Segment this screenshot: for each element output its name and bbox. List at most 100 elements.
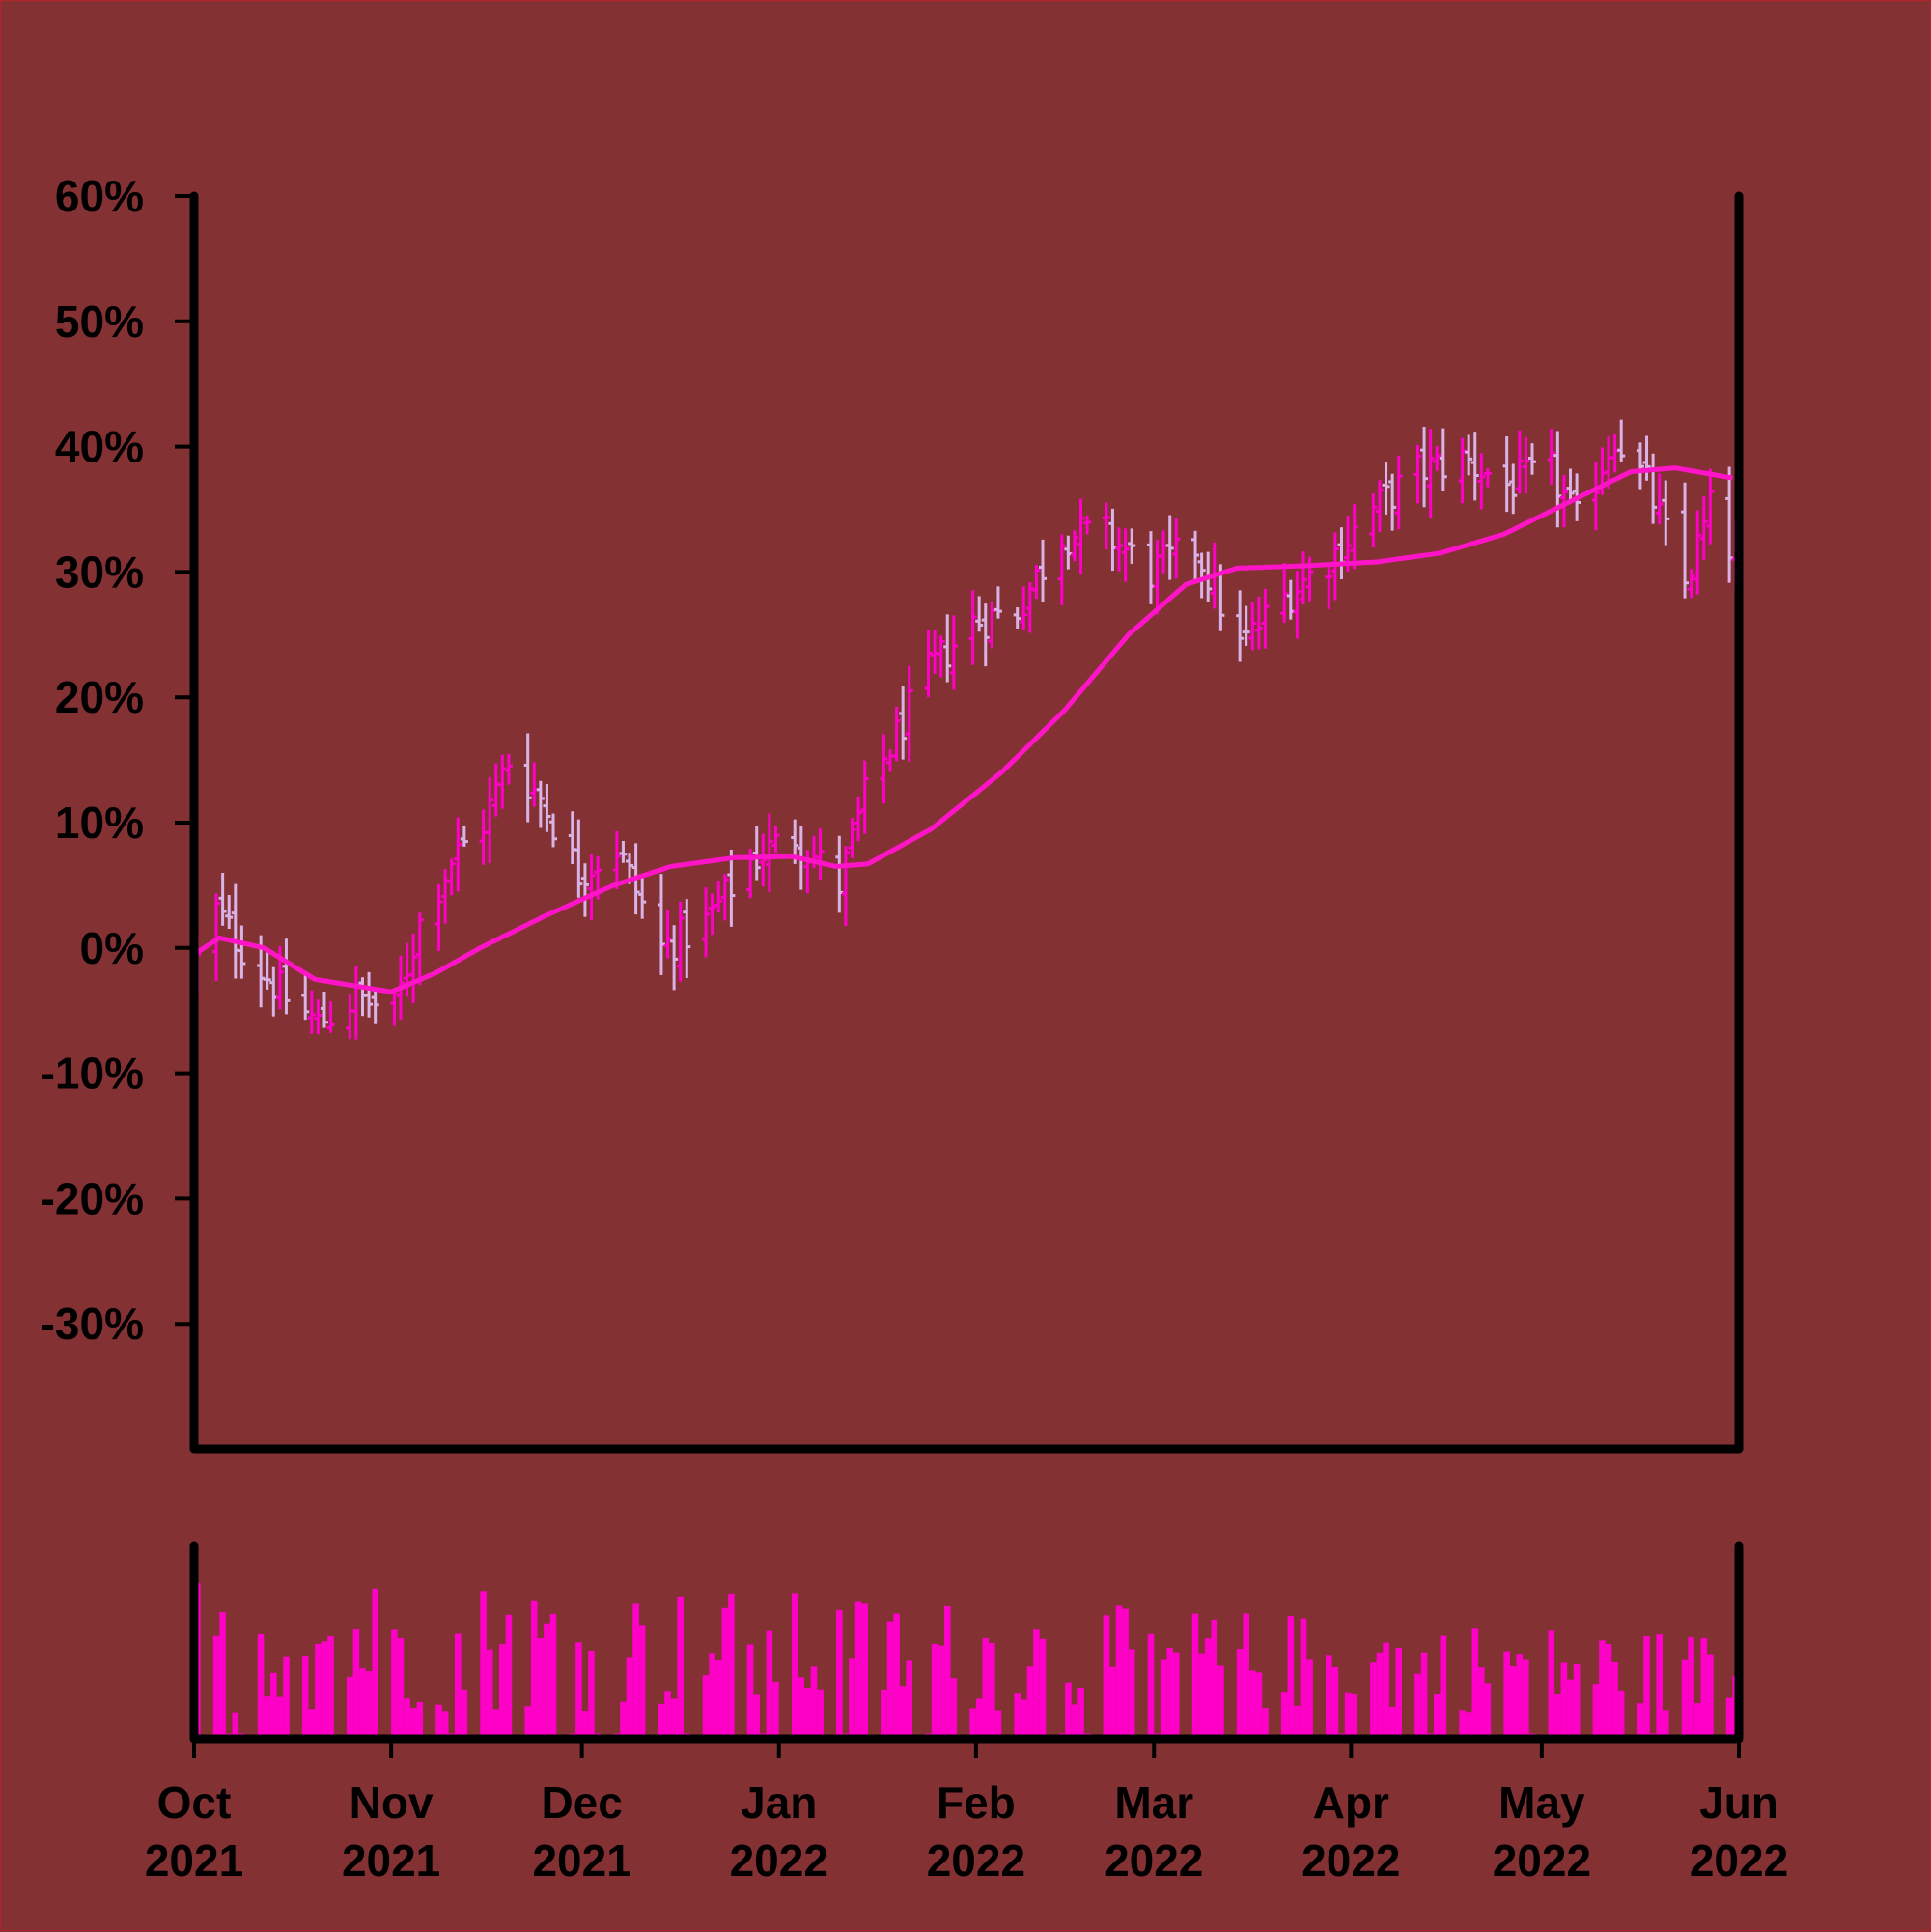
volume-bar — [1459, 1710, 1466, 1739]
ohlc-bar — [714, 881, 723, 913]
ohlc-bar — [638, 877, 647, 919]
ohlc-bar — [860, 760, 869, 834]
x-tick-year: 2022 — [927, 1835, 1025, 1886]
ohlc-bar — [1293, 571, 1301, 639]
volume-bar — [1122, 1608, 1129, 1739]
ohlc-bar — [415, 912, 424, 986]
ohlc-bar — [1350, 504, 1358, 570]
volume-bar — [283, 1656, 290, 1739]
price-axes-frame — [189, 191, 1744, 1454]
volume-bar — [301, 1656, 309, 1739]
ohlc-bar — [848, 818, 856, 858]
volume-bar — [327, 1636, 334, 1739]
x-tick-month: Feb — [937, 1778, 1016, 1828]
y-tick-label: 20% — [55, 672, 144, 722]
volume-bar — [1236, 1649, 1244, 1739]
volume-bar — [1249, 1670, 1256, 1739]
ohlc-bar — [1248, 602, 1257, 651]
volume-bar — [486, 1649, 493, 1739]
volume-bar — [505, 1614, 513, 1739]
volume-bar — [1280, 1692, 1288, 1739]
volume-bar — [1071, 1704, 1078, 1739]
volume-bar — [975, 1698, 983, 1739]
volume-bar — [753, 1694, 760, 1739]
ohlc-bar — [1433, 446, 1441, 471]
volume-bar — [1510, 1666, 1517, 1739]
volume-bar — [1160, 1659, 1167, 1739]
moving-average-group — [192, 465, 1733, 994]
y-tick-label: 10% — [55, 798, 144, 848]
x-tick-month: Jan — [741, 1778, 817, 1828]
ohlc-bar — [1032, 564, 1041, 600]
volume-bar — [212, 1635, 220, 1739]
ohlc-bar — [720, 874, 729, 921]
ohlc-bar — [574, 819, 583, 898]
ohlc-bar — [1121, 528, 1130, 582]
y-tick-label: 0% — [80, 923, 144, 973]
volume-bar — [1262, 1708, 1269, 1739]
ohlc-bar — [1725, 466, 1734, 583]
ohlc-bar — [1413, 444, 1422, 504]
y-tick-label: 60% — [55, 171, 144, 221]
volume-bar — [944, 1606, 951, 1739]
volume-bar — [664, 1691, 671, 1739]
ohlc-bar — [949, 615, 958, 690]
volume-bar — [938, 1645, 944, 1739]
volume-bar — [1383, 1642, 1389, 1739]
volume-bar — [1326, 1655, 1332, 1739]
ohlc-bar — [841, 846, 850, 927]
ohlc-bar — [612, 830, 621, 889]
volume-bar — [372, 1588, 378, 1739]
volume-bar — [588, 1651, 595, 1739]
ohlc-bar — [1236, 590, 1245, 662]
volume-bar — [1173, 1652, 1180, 1739]
ohlc-bar — [1146, 531, 1155, 604]
volume-bar — [1434, 1694, 1441, 1739]
x-tick-year: 2022 — [1493, 1835, 1591, 1886]
volume-bar — [352, 1629, 360, 1739]
volume-bar — [1331, 1666, 1339, 1739]
volume-bar — [1471, 1628, 1479, 1739]
volume-bar — [632, 1603, 639, 1739]
ohlc-bar — [1522, 436, 1530, 493]
x-tick-year: 2022 — [1690, 1835, 1788, 1886]
volume-bar — [1294, 1705, 1301, 1739]
volume-bar — [1484, 1683, 1492, 1739]
volume-bar — [1573, 1664, 1581, 1739]
volume-bar — [772, 1682, 779, 1739]
x-tick-month: Nov — [350, 1778, 434, 1828]
ohlc-bar — [899, 686, 908, 760]
ohlc-bar — [708, 893, 716, 936]
ohlc-bar — [504, 753, 513, 785]
volume-bar — [391, 1629, 398, 1739]
ohlc-bar — [1299, 551, 1307, 605]
volume-bar — [804, 1688, 811, 1739]
volume-bar — [1637, 1703, 1644, 1739]
volume-bar — [575, 1642, 582, 1739]
x-tick-year: 2021 — [342, 1835, 440, 1886]
volume-bar — [321, 1641, 328, 1739]
ohlc-bar — [1191, 530, 1200, 584]
ohlc-bar — [968, 590, 977, 665]
volume-bar — [1611, 1662, 1618, 1739]
ohlc-bar — [434, 883, 443, 951]
volume-bar — [849, 1658, 855, 1739]
ohlc-bar — [1337, 527, 1346, 580]
ohlc-bar — [1617, 419, 1626, 462]
volume-bar — [1681, 1659, 1689, 1739]
ohlc-bar — [1662, 480, 1670, 546]
volume-bar — [1440, 1635, 1447, 1739]
volume-bar — [854, 1601, 862, 1739]
ohlc-bar — [924, 629, 933, 698]
ohlc-bar — [1681, 482, 1690, 599]
volume-bar — [1523, 1659, 1529, 1739]
ohlc-bar — [454, 817, 462, 892]
volume-bar — [531, 1600, 538, 1739]
ohlc-bar — [1254, 596, 1263, 650]
volume-bar — [359, 1668, 366, 1739]
ohlc-bar — [1382, 462, 1390, 515]
volume-bar — [798, 1677, 805, 1739]
ohlc-bar — [683, 899, 691, 979]
